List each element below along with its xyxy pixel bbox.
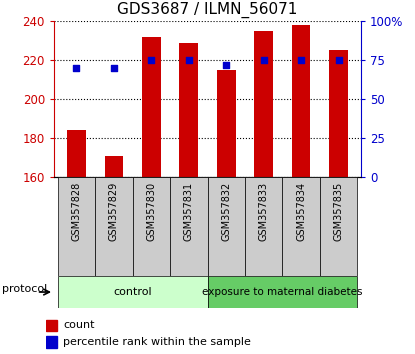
Bar bbox=[46, 320, 57, 331]
Text: GSM357832: GSM357832 bbox=[221, 182, 231, 241]
Point bbox=[186, 57, 192, 63]
Text: GSM357830: GSM357830 bbox=[146, 182, 156, 241]
Title: GDS3687 / ILMN_56071: GDS3687 / ILMN_56071 bbox=[117, 2, 298, 18]
Bar bbox=[58, 276, 208, 308]
Text: percentile rank within the sample: percentile rank within the sample bbox=[63, 337, 251, 347]
Text: count: count bbox=[63, 320, 95, 330]
Bar bbox=[329, 50, 348, 177]
Point bbox=[260, 57, 267, 63]
Point bbox=[148, 57, 155, 63]
Text: GSM357833: GSM357833 bbox=[259, 182, 269, 241]
Bar bbox=[170, 177, 208, 276]
Bar bbox=[254, 31, 273, 177]
Text: control: control bbox=[113, 287, 152, 297]
Bar bbox=[282, 177, 320, 276]
Bar bbox=[67, 130, 86, 177]
Bar bbox=[58, 177, 95, 276]
Point bbox=[298, 57, 305, 63]
Bar bbox=[208, 276, 357, 308]
Text: protocol: protocol bbox=[2, 284, 47, 294]
Bar bbox=[105, 156, 123, 177]
Bar bbox=[245, 177, 282, 276]
Text: GSM357829: GSM357829 bbox=[109, 182, 119, 241]
Point bbox=[73, 65, 80, 71]
Bar bbox=[217, 70, 236, 177]
Point bbox=[335, 57, 342, 63]
Bar bbox=[179, 42, 198, 177]
Bar bbox=[320, 177, 357, 276]
Text: exposure to maternal diabetes: exposure to maternal diabetes bbox=[202, 287, 363, 297]
Bar bbox=[95, 177, 133, 276]
Text: GSM357835: GSM357835 bbox=[334, 182, 344, 241]
Bar bbox=[133, 177, 170, 276]
Text: GSM357828: GSM357828 bbox=[71, 182, 81, 241]
Text: GSM357834: GSM357834 bbox=[296, 182, 306, 241]
Text: GSM357831: GSM357831 bbox=[184, 182, 194, 241]
Bar bbox=[46, 336, 57, 348]
Bar bbox=[142, 37, 161, 177]
Point bbox=[110, 65, 117, 71]
Point bbox=[223, 62, 229, 68]
Bar bbox=[208, 177, 245, 276]
Bar bbox=[292, 25, 310, 177]
